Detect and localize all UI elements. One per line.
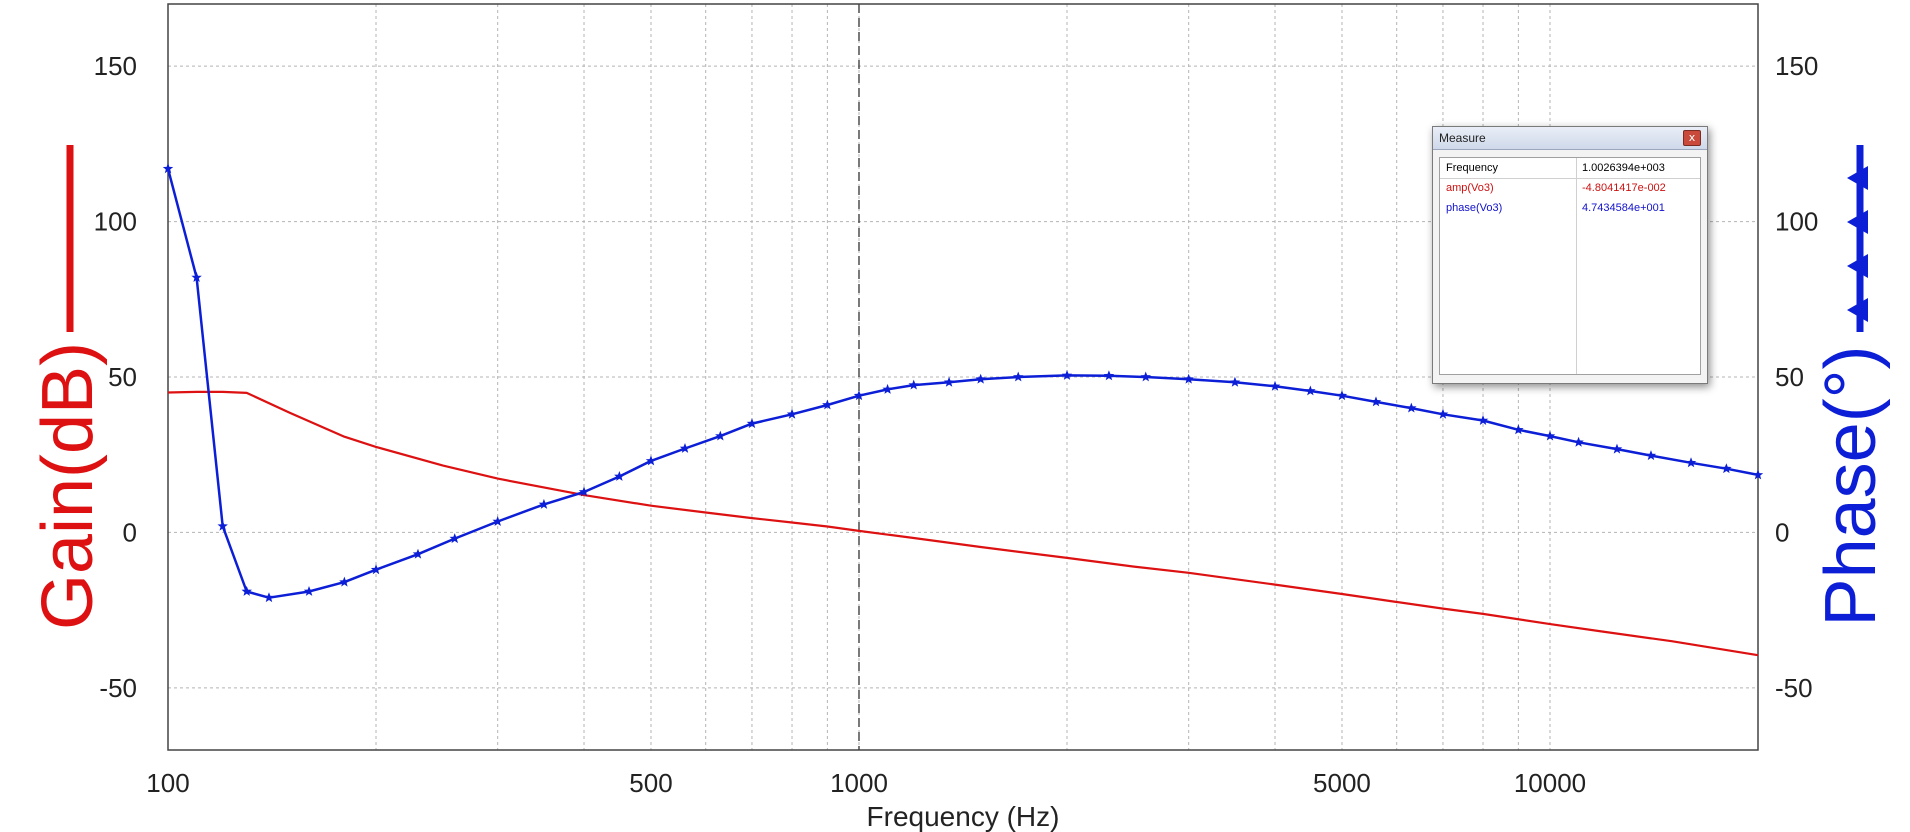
phase-data-point [1721,463,1732,474]
x-tick-label: 1000 [830,768,888,798]
phase-data-point [1611,443,1623,454]
phase-data-point [943,376,955,387]
phase-data-point [1370,396,1382,407]
phase-data-point [1406,402,1417,413]
measure-row-amp: amp(Vo3) -4.8041417e-002 [1440,178,1700,198]
measure-row-phase: phase(Vo3) 4.7434584e+001 [1440,198,1700,218]
phase-data-point [715,430,726,441]
phase-legend-line [1847,145,1868,332]
x-tick-label: 5000 [1313,768,1371,798]
measure-name: amp(Vo3) [1446,182,1494,194]
phase-data-point [1183,373,1194,384]
phase-data-point [853,390,865,401]
phase-data-point [303,586,315,596]
phase-data-point [1645,450,1657,461]
measure-title: Measure [1439,131,1486,145]
phase-data-point [822,399,833,410]
y-tick-label-left: 100 [94,207,137,237]
phase-data-point [538,498,550,509]
phase-data-point [645,455,657,466]
y-tick-label-right: 50 [1775,362,1804,392]
tick-labels: 100 500 1000 5000 10000150100500-50150100500… [94,51,1819,798]
phase-data-point [1013,371,1024,382]
y-tick-label-right: 150 [1775,51,1818,81]
phase-data-point [746,418,758,429]
phase-data-point [1269,380,1281,391]
x-axis-title: Frequency (Hz) [867,801,1060,832]
y-axis-title-right: Phase(°) [1811,346,1891,627]
measure-titlebar[interactable]: Measure x [1433,127,1707,150]
y-tick-label-left: 50 [108,362,137,392]
phase-data-point [1477,415,1489,425]
y-tick-label-right: -50 [1775,673,1813,703]
phase-data-point [1229,376,1241,387]
measure-window[interactable]: Measure x Frequency 1.0026394e+003 amp(V… [1432,126,1708,384]
phase-data-point [1336,390,1348,401]
phase-data-point [1305,385,1316,396]
y-tick-label-right: 100 [1775,207,1818,237]
measure-row-frequency: Frequency 1.0026394e+003 [1440,158,1700,179]
phase-data-point [1685,457,1697,468]
phase-data-point [412,548,424,559]
close-button[interactable]: x [1683,130,1701,146]
phase-data-point [263,592,275,603]
phase-data-point [679,443,691,453]
phase-data-point [1513,424,1524,435]
phase-data-point [1140,371,1151,382]
phase-data-point [882,383,893,394]
phase-data-point [1437,408,1449,419]
y-tick-label-left: 150 [94,51,137,81]
x-tick-label: 10000 [1514,768,1586,798]
measure-value: -4.8041417e-002 [1582,182,1666,194]
phase-data-point [339,576,350,587]
phase-series-line [166,168,1759,599]
phase-data-point [578,486,590,497]
y-tick-label-left: -50 [99,673,137,703]
phase-data-point [1573,436,1584,447]
y-axis-title-left: Gain(dB) [28,342,108,630]
x-tick-label: 100 [146,768,189,798]
measure-name: phase(Vo3) [1446,202,1503,214]
phase-data-point [191,272,202,282]
y-tick-label-left: 0 [123,517,137,547]
phase-data-point [449,533,460,544]
phase-data-point [492,516,503,526]
phase-data-point [241,586,252,596]
phase-data-point [975,373,986,384]
measure-name: Frequency [1446,162,1498,174]
gain-series-line [167,390,1759,657]
phase-data-point [614,471,625,481]
y-tick-label-right: 0 [1775,517,1789,547]
plot-frame [167,3,1759,751]
measure-value: 1.0026394e+003 [1582,162,1665,174]
column-divider [1576,158,1577,374]
measure-value: 4.7434584e+001 [1582,202,1665,214]
phase-data-point [1752,469,1764,480]
phase-data-point [1544,430,1556,441]
phase-data-point [908,379,919,390]
phase-data-point [162,163,174,174]
measure-table: Frequency 1.0026394e+003 amp(Vo3) -4.804… [1439,157,1701,375]
phase-data-point [1103,370,1115,381]
phase-data-point [786,408,798,419]
phase-data-point [370,564,382,575]
series-layer [162,163,1764,657]
x-tick-label: 500 [629,768,672,798]
phase-data-point [217,520,228,531]
phase-data-point [1061,369,1073,380]
